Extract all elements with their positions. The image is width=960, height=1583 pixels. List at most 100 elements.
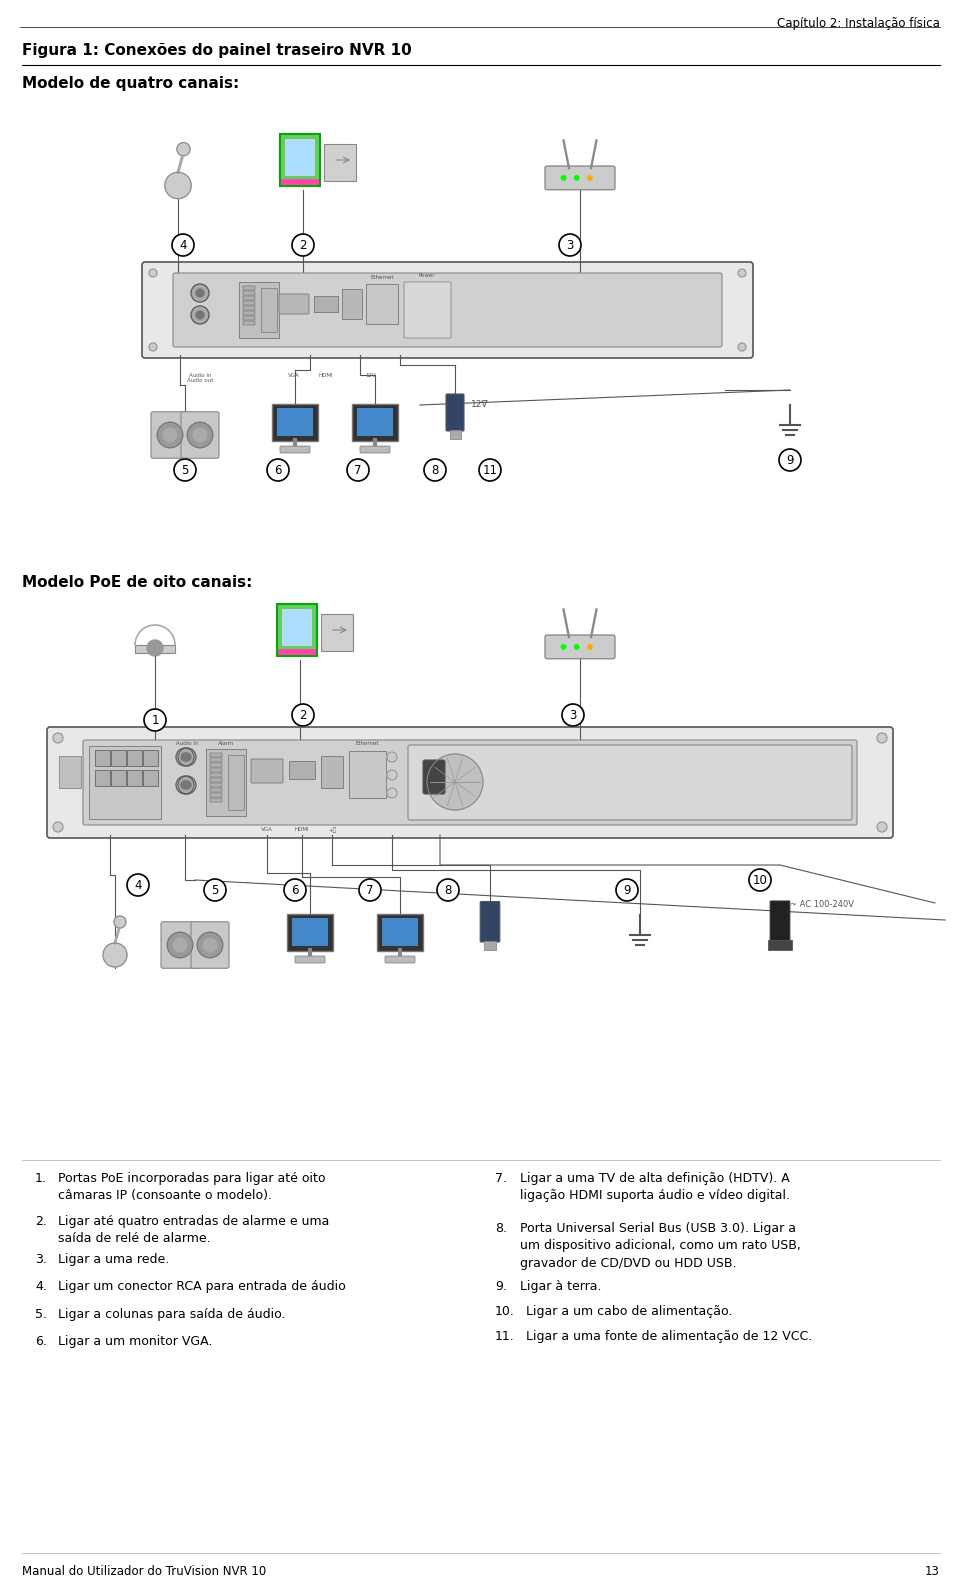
Text: 2.: 2. [35,1216,47,1228]
FancyBboxPatch shape [321,614,353,651]
Circle shape [103,943,127,967]
FancyBboxPatch shape [173,272,722,347]
FancyBboxPatch shape [243,285,255,290]
FancyBboxPatch shape [314,296,338,312]
Text: VGA: VGA [288,374,300,378]
Text: Ligar um conector RCA para entrada de áudio: Ligar um conector RCA para entrada de áu… [58,1281,346,1293]
Text: 5.: 5. [35,1308,47,1320]
Text: HDMI: HDMI [319,374,333,378]
Circle shape [181,780,189,788]
FancyBboxPatch shape [357,408,393,435]
Circle shape [157,423,182,448]
Text: 9: 9 [786,453,794,467]
Circle shape [877,822,887,833]
FancyBboxPatch shape [360,446,390,453]
Circle shape [574,644,579,649]
FancyBboxPatch shape [239,282,279,339]
Text: 10.: 10. [495,1304,515,1319]
Circle shape [197,932,223,958]
Circle shape [165,173,191,199]
FancyBboxPatch shape [377,913,423,951]
FancyBboxPatch shape [295,956,325,962]
Text: Manual do Utilizador do TruVision NVR 10: Manual do Utilizador do TruVision NVR 10 [22,1566,266,1578]
Circle shape [181,754,189,761]
FancyBboxPatch shape [209,763,223,768]
Circle shape [779,450,801,472]
Text: Ligar a uma fonte de alimentação de 12 VCC.: Ligar a uma fonte de alimentação de 12 V… [526,1330,812,1342]
FancyBboxPatch shape [243,291,255,296]
Text: 4: 4 [134,879,142,891]
Text: Ethernet: Ethernet [371,275,394,280]
Text: ~ AC 100-240V: ~ AC 100-240V [790,901,854,909]
Text: 1: 1 [152,714,158,727]
FancyBboxPatch shape [206,749,246,815]
Text: 8: 8 [444,883,452,896]
Circle shape [183,754,191,761]
Text: Ligar a um cabo de alimentação.: Ligar a um cabo de alimentação. [526,1304,732,1319]
Text: 10: 10 [753,874,767,886]
FancyBboxPatch shape [110,749,126,766]
Circle shape [163,427,177,442]
FancyBboxPatch shape [277,408,313,435]
Circle shape [144,709,166,731]
FancyBboxPatch shape [321,757,343,788]
FancyBboxPatch shape [385,956,415,962]
FancyBboxPatch shape [59,757,81,788]
Text: 1.: 1. [35,1171,47,1186]
FancyBboxPatch shape [243,296,255,301]
Circle shape [204,939,217,951]
FancyBboxPatch shape [151,412,189,457]
Text: Ligar à terra.: Ligar à terra. [520,1281,602,1293]
FancyBboxPatch shape [142,749,157,766]
FancyBboxPatch shape [135,644,175,654]
Circle shape [193,427,206,442]
Circle shape [387,752,397,761]
FancyBboxPatch shape [209,752,223,757]
FancyBboxPatch shape [209,798,223,803]
FancyBboxPatch shape [408,746,852,820]
FancyBboxPatch shape [181,412,219,457]
Circle shape [738,269,746,277]
Circle shape [178,749,196,766]
FancyBboxPatch shape [261,288,277,332]
Circle shape [173,939,187,951]
Text: 5: 5 [211,883,219,896]
FancyBboxPatch shape [209,773,223,777]
Circle shape [559,234,581,256]
Text: 6.: 6. [35,1334,47,1349]
FancyBboxPatch shape [243,310,255,315]
Circle shape [562,176,565,180]
Text: 13: 13 [925,1566,940,1578]
Circle shape [588,644,592,649]
Circle shape [147,640,163,655]
Circle shape [574,176,579,180]
Circle shape [174,459,196,481]
Text: Audio In: Audio In [189,374,211,378]
Text: HDMI: HDMI [295,826,309,833]
Circle shape [53,822,63,833]
Text: 7.: 7. [495,1171,507,1186]
FancyBboxPatch shape [127,749,141,766]
Circle shape [479,459,501,481]
Text: Ligar até quatro entradas de alarme e uma
saída de relé de alarme.: Ligar até quatro entradas de alarme e um… [58,1216,329,1246]
Text: Portas PoE incorporadas para ligar até oito
câmaras IP (consoante o modelo).: Portas PoE incorporadas para ligar até o… [58,1171,325,1203]
Circle shape [616,879,638,901]
Text: Modelo de quatro canais:: Modelo de quatro canais: [22,76,239,90]
FancyBboxPatch shape [277,605,317,655]
FancyBboxPatch shape [251,758,283,784]
Text: 6: 6 [275,464,281,476]
Circle shape [172,234,194,256]
FancyBboxPatch shape [342,290,362,320]
FancyBboxPatch shape [292,918,328,947]
Circle shape [292,704,314,727]
Circle shape [738,344,746,351]
FancyBboxPatch shape [349,750,386,798]
Circle shape [187,423,213,448]
Text: 11: 11 [483,464,497,476]
Circle shape [749,869,771,891]
Text: 12V: 12V [366,374,376,378]
FancyBboxPatch shape [366,283,398,325]
Text: Modelo PoE de oito canais:: Modelo PoE de oito canais: [22,575,252,590]
Text: 3: 3 [569,709,577,722]
Text: Porta Universal Serial Bus (USB 3.0). Ligar a
um dispositivo adicional, como um : Porta Universal Serial Bus (USB 3.0). Li… [520,1222,801,1270]
